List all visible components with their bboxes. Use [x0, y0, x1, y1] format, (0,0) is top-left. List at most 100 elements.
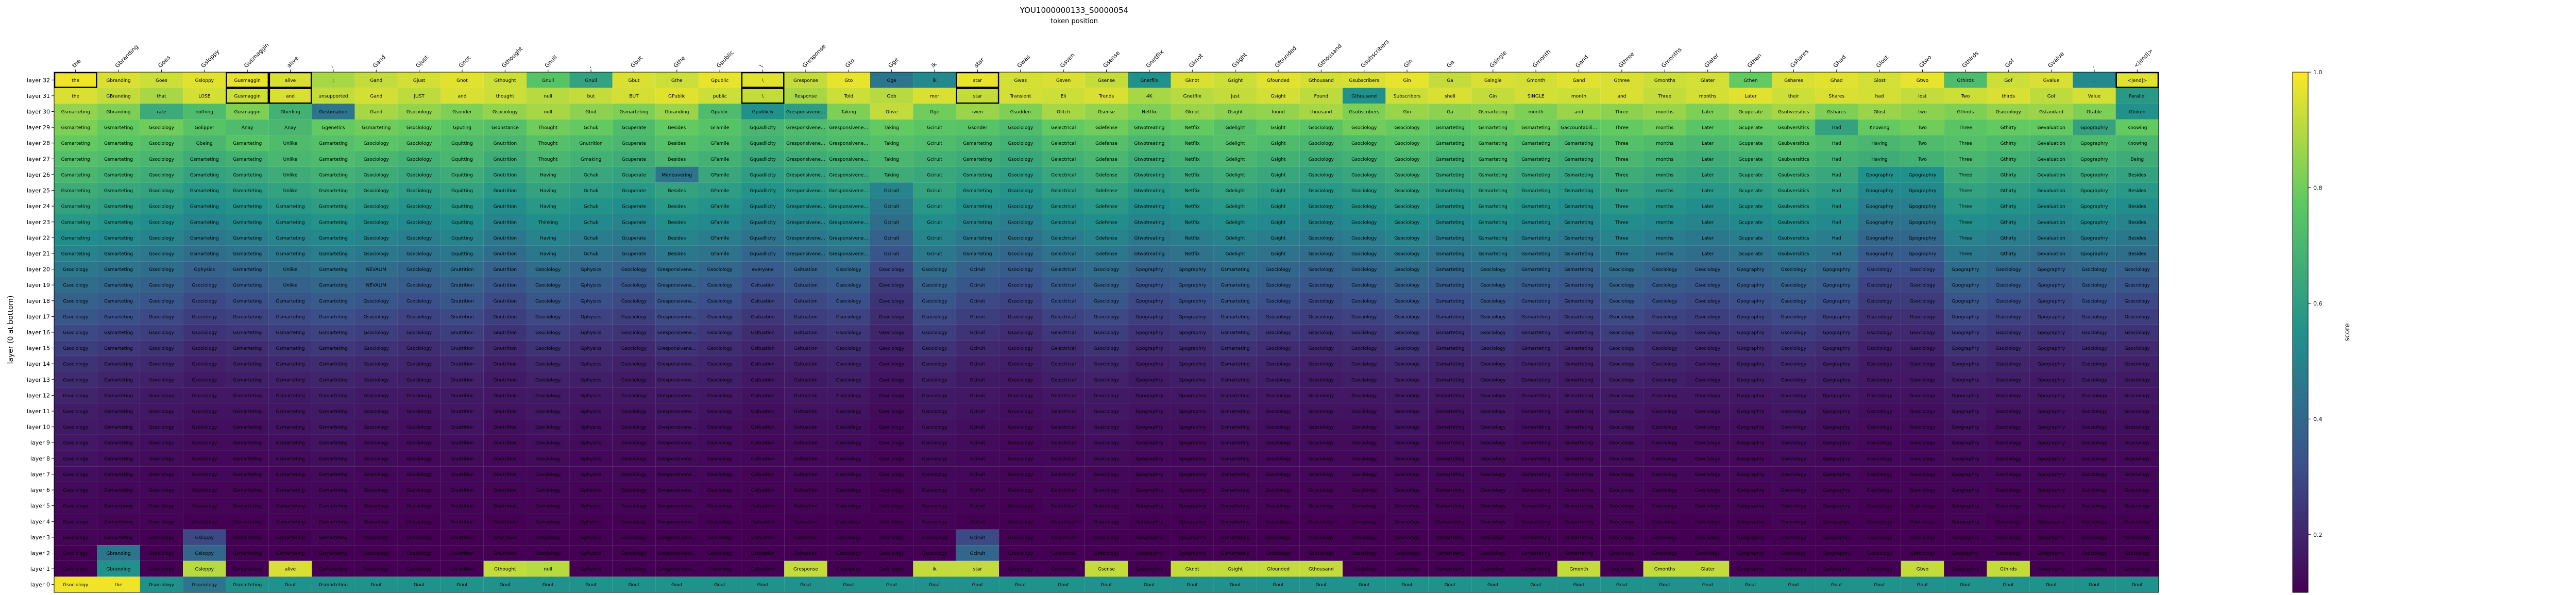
cell-label: SINGLE	[1528, 94, 1545, 99]
cell-label: Gsociology	[621, 520, 647, 525]
cell-label: Three	[1958, 173, 1972, 178]
cell-label: Gsmarteting	[233, 520, 262, 525]
cell-label: Gelectrical	[1051, 299, 1076, 304]
cell-label: Gsingle	[1484, 78, 1502, 83]
cell-label: Gsociology	[879, 315, 905, 320]
heatmap-cell	[397, 88, 441, 104]
cell-label: Gsociology	[1609, 520, 1635, 525]
heatmap-cell	[397, 135, 441, 151]
cell-label: Gcuperate	[1738, 251, 1763, 257]
cell-label: Gpographry	[2038, 331, 2065, 336]
cell-label: Gsociology	[1309, 283, 1334, 288]
cell-label: Gresponsivene…	[829, 173, 868, 178]
cell-label: Gsociology	[1867, 331, 1893, 336]
cell-label: Three	[1615, 141, 1629, 146]
cell-label: Gpographry	[1823, 378, 1851, 383]
heatmap-cell	[1901, 104, 1944, 120]
heatmap-cell	[827, 119, 870, 135]
x-tick-label: Gpublic	[715, 49, 735, 69]
heatmap-cell	[268, 166, 312, 183]
cell-label: Gpographry	[1823, 346, 1851, 351]
cell-label: Gelectrical	[1051, 157, 1076, 162]
cell-label: Gsmarteting	[319, 173, 348, 178]
cell-label: Gout	[1187, 583, 1198, 588]
cell-label: Gsociology	[2081, 267, 2107, 273]
cell-label: Gpographry	[2038, 488, 2065, 494]
heatmap-cell	[655, 72, 699, 88]
cell-label: Gsociology	[364, 315, 389, 320]
cell-label: Gquitting	[451, 141, 473, 146]
cell-label: Gsmarteting	[104, 205, 133, 210]
cell-label: Gestimation	[319, 110, 348, 115]
cell-label: Gsociology	[922, 394, 947, 399]
cell-label: Gchuk	[584, 220, 599, 225]
cell-label: Gsmarteting	[276, 425, 304, 430]
cell-label: Gsociology	[364, 205, 389, 210]
cell-label: Gpographry	[2080, 173, 2108, 178]
cell-label: Gsociology	[1094, 425, 1120, 430]
cell-label: Gsociology	[1008, 456, 1033, 462]
cell-label: Gsociology	[1652, 441, 1678, 446]
cell-label: Gsociology	[922, 456, 947, 462]
cell-label: Gphysics	[581, 410, 602, 415]
cell-label: Gciruit	[927, 236, 942, 241]
cell-label: Later	[1702, 205, 1714, 210]
cell-label: Gpographry	[2038, 567, 2065, 572]
heatmap-cell	[784, 104, 827, 120]
heatmap-cell	[1858, 88, 1901, 104]
cell-label: Gsmarteting	[233, 283, 262, 288]
heatmap-cell	[612, 151, 656, 167]
cell-label: Gpographry	[1737, 283, 1765, 288]
cell-label: Gout	[1401, 583, 1413, 588]
cell-label: Gelectrical	[1051, 205, 1076, 210]
cell-label: Gsociology	[1609, 425, 1635, 430]
cell-label: Gdefense	[1095, 205, 1117, 210]
cell-label: Gnutrition	[494, 267, 517, 273]
y-tick-label: layer 2	[30, 550, 50, 556]
cell-label: Gsociology	[1996, 520, 2022, 525]
cell-label: Gpublicly	[752, 110, 774, 115]
cell-label: Gsituation	[794, 331, 818, 336]
cell-label: Gsituation	[794, 283, 818, 288]
cell-label: Gsociology	[707, 425, 733, 430]
cell-label: Gpographry	[1737, 394, 1765, 399]
cell-label: Three	[1615, 173, 1629, 178]
cell-label: Gsmarteting	[1435, 425, 1464, 430]
cell-label: Gpographry	[1823, 567, 1851, 572]
cell-label: Gsociology	[1781, 315, 1807, 320]
cell-label: Gmonth	[1569, 567, 1588, 572]
cell-label: Gsociology	[63, 299, 89, 304]
cell-label: Value	[2088, 94, 2101, 99]
cell-label: months	[1656, 205, 1673, 210]
cell-label: Gout	[757, 583, 769, 588]
heatmap-cell	[268, 72, 312, 88]
heatmap-cell	[2029, 104, 2073, 120]
x-tick-label: Gsense	[1101, 49, 1121, 69]
cell-label: Gsociology	[1008, 567, 1033, 572]
cell-label: Gsociology	[1265, 425, 1291, 430]
cell-label: and	[1617, 94, 1626, 99]
cell-label: unsupported	[318, 94, 348, 99]
cell-label: Gnutrition	[450, 410, 473, 415]
cell-label: Gcuperate	[1738, 157, 1763, 162]
cell-label: Gsociology	[1609, 441, 1635, 446]
cell-label: Gevaluation	[2037, 236, 2065, 241]
cell-label: months	[1656, 110, 1673, 115]
cell-label: Gresponsivene…	[829, 236, 868, 241]
cell-label: Gsociology	[1008, 205, 1033, 210]
heatmap-cell	[1686, 104, 1730, 120]
cell-label: Gphysics	[194, 267, 215, 273]
cell-label: Gsociology	[364, 157, 389, 162]
cell-label: Gpographry	[1823, 535, 1851, 540]
heatmap-cell	[1213, 88, 1257, 104]
cell-label: Gsociology	[836, 535, 862, 540]
heatmap-cell	[527, 72, 570, 88]
cell-label: Gthirty	[2001, 126, 2017, 131]
cell-label: Gsociology	[621, 299, 647, 304]
cell-label: Gciruit	[884, 251, 900, 257]
cell-label: Gpographry	[2038, 378, 2065, 383]
cell-label: Gsociology	[406, 456, 432, 462]
cell-label: Gsociology	[1351, 236, 1377, 241]
cell-label: Gsmarteting	[104, 283, 133, 288]
cell-label: Gsmarteting	[233, 205, 262, 210]
